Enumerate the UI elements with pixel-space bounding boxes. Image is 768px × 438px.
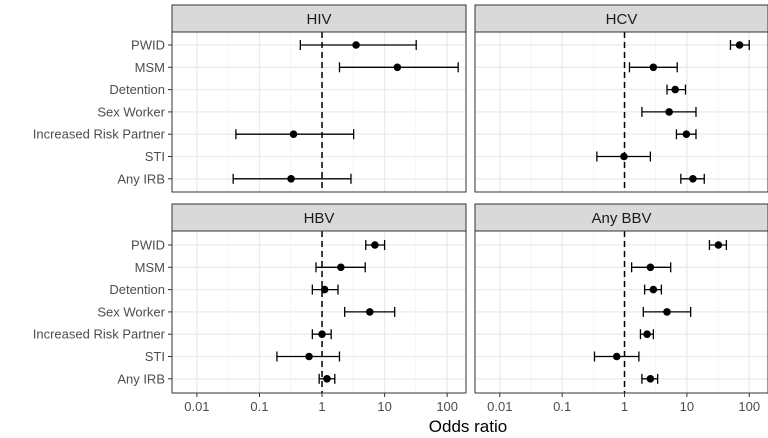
x-tick-label: 10 [680,399,694,414]
estimate-pwid [299,40,417,50]
y-tick-label: Sex Worker [97,304,165,319]
y-tick-label: MSM [135,60,165,75]
estimate-sex-worker [642,306,692,317]
point-estimate [318,330,326,339]
y-tick-label: Increased Risk Partner [33,127,166,142]
estimate-pwid [729,40,750,50]
point-estimate [649,285,658,294]
panel-hiv: HIV PWID MSM Detention Sex Worker Increased R… [33,4,467,193]
panel-hcv: HCV [474,4,768,193]
point-estimate [663,308,671,316]
estimate-any-irb [318,373,336,384]
estimate-msm [628,62,678,73]
x-tick-label: 1 [318,399,325,414]
estimate-increased-risk-partner [235,129,355,140]
point-estimate [649,63,658,72]
panel-any-bbv: Any BBV 0.01 0.1 1 10 100 [474,203,768,414]
y-tick-label: Any IRB [117,371,165,386]
estimate-any-irb [641,373,659,384]
estimate-sti [276,351,341,362]
point-estimate [714,241,723,249]
panel-title: HIV [306,11,331,28]
point-estimate [665,108,673,116]
estimate-increased-risk-partner [675,129,697,140]
point-estimate [620,152,628,161]
estimate-any-irb [232,173,352,184]
y-tick-label: Sex Worker [97,104,165,119]
x-tick-label: 0.1 [553,399,571,414]
y-tick-label: MSM [135,260,165,275]
point-estimate [337,263,345,272]
estimate-sti [593,351,640,362]
point-estimate [287,175,295,183]
point-estimate [612,352,621,361]
point-estimate [671,85,680,94]
point-estimate [646,263,655,272]
estimate-sex-worker [641,106,697,117]
y-tick-label: PWID [131,238,165,253]
panel-strip [171,4,467,33]
y-tick-label: Detention [109,282,165,297]
panel-title: HCV [606,11,638,28]
point-estimate [393,63,402,72]
point-estimate [735,41,744,49]
estimate-detention [643,284,663,295]
point-estimate [646,375,655,383]
estimate-msm [315,262,366,273]
panel-strip [171,203,467,232]
y-tick-label: Detention [109,82,165,97]
x-tick-label: 0.01 [487,399,512,414]
point-estimate [323,375,331,383]
estimate-any-irb [680,173,705,184]
y-tick-label: Increased Risk Partner [33,327,166,342]
x-axis-label: Odds ratio [429,417,507,436]
estimate-detention [666,84,687,95]
point-estimate [682,130,691,138]
estimate-msm [630,262,672,273]
x-tick-label: 10 [377,399,391,414]
estimate-increased-risk-partner [639,329,655,340]
estimate-detention [311,284,339,295]
point-estimate [689,175,697,183]
panel-border [474,31,768,193]
point-estimate [352,41,360,49]
estimate-pwid [365,240,386,250]
estimate-sti [596,151,652,162]
point-estimate [371,241,379,249]
point-estimate [365,308,374,316]
x-tick-label: 1 [621,399,628,414]
estimate-pwid [708,240,728,250]
panel-title: Any BBV [591,210,651,227]
estimate-sex-worker [344,306,396,317]
x-tick-label: 0.01 [184,399,209,414]
panel-hbv: HBV PWID MSM Detention Sex Worker Increased R… [33,203,467,414]
y-tick-label: Any IRB [117,171,165,186]
point-estimate [643,330,651,339]
y-tick-label: PWID [131,38,165,53]
point-estimate [320,285,329,294]
point-estimate [289,130,298,138]
y-tick-label: STI [145,349,165,364]
x-tick-label: 0.1 [250,399,268,414]
y-tick-label: STI [145,149,165,164]
x-tick-label: 100 [436,399,458,414]
x-tick-label: 100 [738,399,760,414]
point-estimate [305,352,313,361]
panel-title: HBV [304,210,335,227]
estimate-msm [338,62,459,73]
panel-strip [474,203,768,232]
estimate-increased-risk-partner [311,329,332,340]
panel-border [474,230,768,394]
